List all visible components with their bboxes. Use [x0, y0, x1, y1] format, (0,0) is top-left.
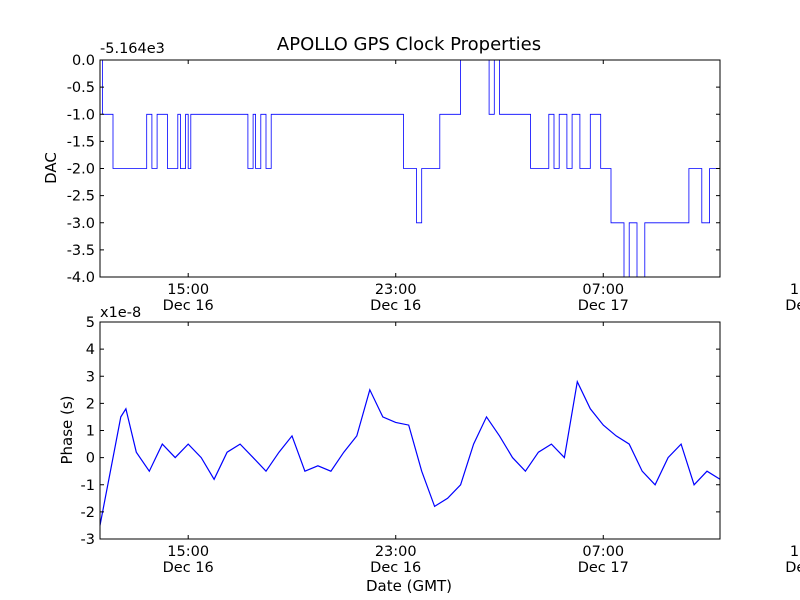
phase-line — [99, 379, 721, 526]
x-tick-time-label: 07:00 — [582, 282, 624, 298]
x-tick-date-label: Dec 16 — [163, 298, 214, 314]
phase-series-line — [99, 379, 721, 526]
x-tick-date-label: Dec 16 — [163, 560, 214, 576]
x-tick-time-label: 23:00 — [375, 282, 417, 298]
x-tick-time-label: 15:00 — [790, 544, 800, 560]
y-tick-label: -1.5 — [67, 134, 95, 150]
dac-line — [100, 59, 720, 278]
phase-y-ticks: 5 4 3 2 1 0 -1 -2 -3 — [81, 315, 720, 548]
phase-y-axis-label: Phase (s) — [58, 395, 76, 464]
x-tick-date-label: Dec 16 — [370, 298, 421, 314]
y-tick-label: 0 — [86, 451, 95, 467]
phase-x-axis-label: Date (GMT) — [366, 577, 452, 595]
phase-plot-frame — [99, 321, 721, 540]
x-tick-date-label: Dec 17 — [578, 560, 629, 576]
x-tick-date-label: Dec 16 — [370, 560, 421, 576]
y-tick-label: -1.0 — [67, 107, 95, 123]
y-tick-label: -4.0 — [67, 270, 95, 286]
y-tick-label: 5 — [86, 315, 95, 331]
y-tick-label: 3 — [86, 369, 95, 385]
x-tick-time-label: 23:00 — [375, 544, 417, 560]
x-tick-date-label: Dec 17 — [785, 560, 800, 576]
x-tick-time-label: 15:00 — [790, 282, 800, 298]
x-tick-time-label: 07:00 — [582, 544, 624, 560]
phase-chart: x1e-8 Phase (s) Date (GMT) 543210-1-2-3 … — [58, 305, 800, 595]
dac-offset-text: -5.164e3 — [100, 41, 165, 57]
dac-chart: APOLLO GPS Clock Properties -5.164e3 DAC… — [42, 34, 800, 314]
dac-y-axis-label: DAC — [42, 152, 60, 184]
dac-series-line — [100, 59, 720, 278]
x-tick-time-label: 15:00 — [167, 544, 209, 560]
phase-offset-text: x1e-8 — [100, 305, 141, 321]
y-tick-label: -3.5 — [67, 243, 95, 259]
dac-y-ticks: 0.0 -0.5 -1.0 -1.5 -2.0 -2.5 -3.0 -3.5 -4.0 — [67, 53, 720, 286]
y-tick-label: 0.0 — [72, 53, 95, 69]
y-tick-label: 2 — [86, 396, 95, 412]
dac-plot-frame — [99, 59, 721, 278]
x-tick-date-label: Dec 17 — [578, 298, 629, 314]
y-tick-label: -0.5 — [67, 80, 95, 96]
y-tick-label: 4 — [86, 342, 95, 358]
y-tick-label: 1 — [86, 424, 95, 440]
y-tick-label: -1 — [81, 478, 95, 494]
x-tick-date-label: Dec 17 — [785, 298, 800, 314]
y-tick-label: -3.0 — [67, 216, 95, 232]
y-tick-label: -3 — [81, 532, 95, 548]
y-tick-label: -2.5 — [67, 189, 95, 205]
y-tick-label: -2 — [81, 505, 95, 521]
chart-title: APOLLO GPS Clock Properties — [277, 34, 541, 55]
y-tick-label: -2.0 — [67, 162, 95, 178]
x-tick-time-label: 15:00 — [167, 282, 209, 298]
